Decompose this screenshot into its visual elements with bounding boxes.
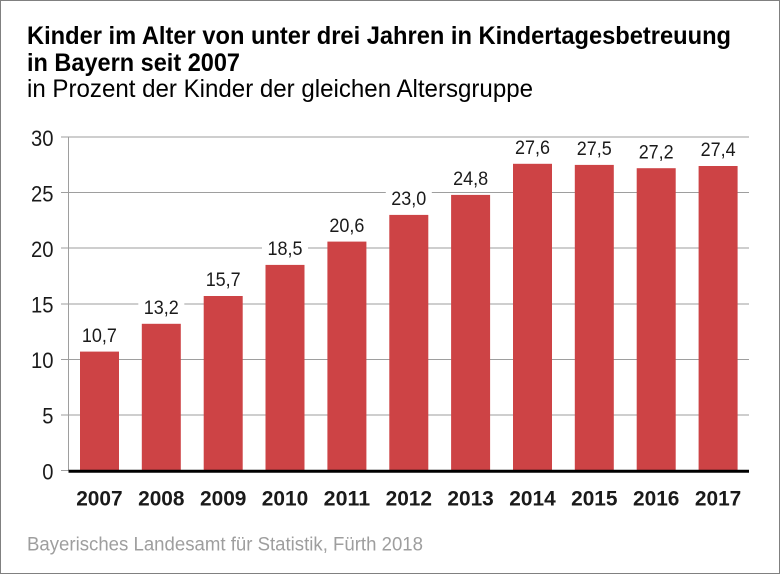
svg-text:15,7: 15,7 bbox=[206, 269, 241, 291]
svg-text:in Bayern seit 2007: in Bayern seit 2007 bbox=[27, 50, 240, 77]
svg-text:25: 25 bbox=[31, 181, 54, 206]
svg-text:30: 30 bbox=[31, 126, 54, 151]
svg-text:2009: 2009 bbox=[200, 488, 246, 511]
svg-text:15: 15 bbox=[31, 293, 54, 318]
svg-text:10,7: 10,7 bbox=[82, 325, 117, 347]
svg-text:2012: 2012 bbox=[386, 488, 432, 511]
svg-text:2016: 2016 bbox=[633, 488, 679, 511]
svg-text:2013: 2013 bbox=[447, 488, 493, 511]
svg-text:2008: 2008 bbox=[138, 488, 185, 511]
svg-text:2010: 2010 bbox=[262, 488, 308, 511]
svg-text:5: 5 bbox=[42, 404, 53, 429]
svg-text:in Prozent der Kinder der glei: in Prozent der Kinder der gleichen Alter… bbox=[27, 75, 533, 103]
svg-text:27,5: 27,5 bbox=[577, 138, 612, 160]
svg-text:27,6: 27,6 bbox=[515, 137, 550, 159]
svg-text:23,0: 23,0 bbox=[391, 188, 426, 210]
svg-text:2015: 2015 bbox=[571, 488, 618, 511]
svg-text:18,5: 18,5 bbox=[268, 238, 303, 260]
svg-text:20: 20 bbox=[31, 237, 54, 262]
svg-text:2014: 2014 bbox=[509, 488, 556, 511]
svg-text:2011: 2011 bbox=[324, 488, 371, 511]
svg-text:24,8: 24,8 bbox=[453, 168, 488, 190]
svg-text:2007: 2007 bbox=[76, 488, 122, 511]
svg-text:Bayerisches Landesamt für Stat: Bayerisches Landesamt für Statistik, Für… bbox=[27, 534, 423, 556]
svg-text:27,2: 27,2 bbox=[639, 141, 674, 163]
svg-text:0: 0 bbox=[42, 459, 53, 484]
svg-text:20,6: 20,6 bbox=[329, 215, 364, 237]
svg-text:13,2: 13,2 bbox=[144, 297, 179, 319]
svg-text:10: 10 bbox=[31, 348, 54, 373]
svg-text:2017: 2017 bbox=[695, 488, 741, 511]
svg-text:27,4: 27,4 bbox=[701, 139, 736, 161]
svg-text:Kinder im Alter von unter drei: Kinder im Alter von unter drei Jahren in… bbox=[27, 23, 731, 50]
